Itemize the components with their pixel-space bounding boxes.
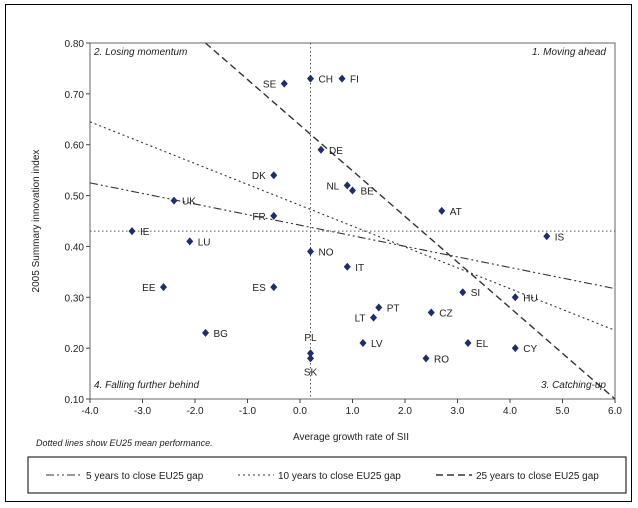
x-tick-label: 2.0 — [398, 406, 412, 417]
legend-label-2: 10 years to close EU25 gap — [278, 471, 401, 482]
y-tick-label: 0.10 — [65, 395, 85, 406]
point-label-lt: LT — [355, 314, 366, 325]
y-tick-label: 0.60 — [65, 141, 85, 152]
point-label-cy: CY — [523, 344, 537, 355]
x-tick-label: 6.0 — [608, 406, 622, 417]
data-point-hu — [512, 293, 519, 301]
quadrant-label-bottom-left: 4. Falling further behind — [94, 380, 200, 391]
point-label-lu: LU — [198, 237, 211, 248]
data-point-be — [349, 186, 356, 194]
plot-area: -4.0 -3.0 -2.0 -1.0 0.0 1.0 2.0 3.0 4.0 5.0 6.0 0.1… — [65, 39, 623, 417]
data-point-is — [543, 232, 550, 240]
point-label-fr: FR — [252, 212, 265, 223]
point-label-ie: IE — [140, 227, 150, 238]
x-tick-label: -4.0 — [81, 406, 99, 417]
point-label-el: EL — [476, 339, 489, 350]
point-label-lv: LV — [371, 339, 383, 350]
y-tick-label: 0.70 — [65, 90, 85, 101]
data-point-ee — [160, 283, 167, 291]
point-label-hu: HU — [523, 293, 537, 304]
x-tick-label: -2.0 — [186, 406, 204, 417]
point-label-pt: PT — [387, 303, 400, 314]
point-label-ch: CH — [319, 75, 333, 86]
point-label-si: SI — [471, 288, 480, 299]
point-label-is: IS — [555, 232, 565, 243]
data-point-el — [465, 339, 472, 347]
point-label-es: ES — [252, 283, 266, 294]
data-point-pt — [375, 303, 382, 311]
data-point-nl — [344, 181, 351, 189]
data-point-uk — [171, 197, 178, 205]
y-tick-label: 0.50 — [65, 192, 85, 203]
y-tick-label: 0.80 — [65, 39, 85, 50]
data-point-si — [459, 288, 466, 296]
chart-frame: -4.0 -3.0 -2.0 -1.0 0.0 1.0 2.0 3.0 4.0 5.0 6.0 0.1… — [5, 4, 632, 502]
x-tick-label: 4.0 — [503, 406, 517, 417]
data-point-cy — [512, 344, 519, 352]
legend-label-1: 5 years to close EU25 gap — [86, 471, 204, 482]
quadrant-label-top-left: 2. Losing momentum — [93, 47, 187, 58]
y-tick-label: 0.30 — [65, 293, 85, 304]
data-point-dk — [270, 171, 277, 179]
x-tick-label: 3.0 — [451, 406, 465, 417]
point-label-pl: PL — [304, 333, 317, 344]
y-axis-title: 2005 Summary innovation index — [31, 150, 42, 293]
y-tick-label: 0.40 — [65, 242, 85, 253]
legend-label-3: 25 years to close EU25 gap — [476, 471, 599, 482]
data-point-sk — [307, 354, 314, 362]
data-point-de — [318, 146, 325, 154]
point-label-dk: DK — [252, 171, 266, 182]
data-point-se — [281, 80, 288, 88]
x-tick-label: 5.0 — [556, 406, 570, 417]
point-label-ee: EE — [142, 283, 156, 294]
point-label-be: BE — [361, 186, 375, 197]
x-tick-label: -3.0 — [134, 406, 152, 417]
y-tick-label: 0.20 — [65, 344, 85, 355]
point-label-no: NO — [319, 248, 334, 259]
data-point-at — [438, 207, 445, 215]
point-label-de: DE — [329, 146, 343, 157]
point-label-ro: RO — [434, 354, 449, 365]
data-point-ch — [307, 75, 314, 83]
x-tick-label: 1.0 — [346, 406, 360, 417]
x-tick-label: 0.0 — [293, 406, 307, 417]
data-point-fr — [270, 212, 277, 220]
point-label-nl: NL — [326, 181, 339, 192]
x-axis-title: Average growth rate of SII — [293, 432, 409, 443]
scatter-chart: -4.0 -3.0 -2.0 -1.0 0.0 1.0 2.0 3.0 4.0 5.0 6.0 0.1… — [6, 5, 633, 503]
data-point-lt — [370, 314, 377, 322]
data-point-bg — [202, 329, 209, 337]
data-point-lu — [186, 237, 193, 245]
data-point-ie — [129, 227, 136, 235]
mean-performance-note: Dotted lines show EU25 mean performance. — [36, 438, 213, 448]
legend: 5 years to close EU25 gap 10 years to clo… — [46, 471, 599, 482]
gap-line-1 — [90, 183, 615, 289]
point-label-uk: UK — [182, 197, 196, 208]
point-label-cz: CZ — [439, 309, 452, 320]
point-label-at: AT — [450, 207, 462, 218]
x-tick-label: -1.0 — [239, 406, 257, 417]
point-label-sk: SK — [304, 367, 318, 378]
point-label-fi: FI — [350, 75, 359, 86]
quadrant-label-bottom-right: 3. Catching-up — [541, 380, 606, 391]
point-label-se: SE — [263, 80, 277, 91]
data-point-fi — [339, 75, 346, 83]
data-point-es — [270, 283, 277, 291]
data-point-it — [344, 263, 351, 271]
gap-line-3 — [206, 43, 616, 399]
data-point-cz — [428, 309, 435, 317]
data-point-lv — [360, 339, 367, 347]
data-point-no — [307, 248, 314, 256]
quadrant-label-top-right: 1. Moving ahead — [532, 47, 606, 58]
point-label-bg: BG — [214, 329, 229, 340]
point-label-it: IT — [355, 263, 364, 274]
data-point-ro — [423, 354, 430, 362]
